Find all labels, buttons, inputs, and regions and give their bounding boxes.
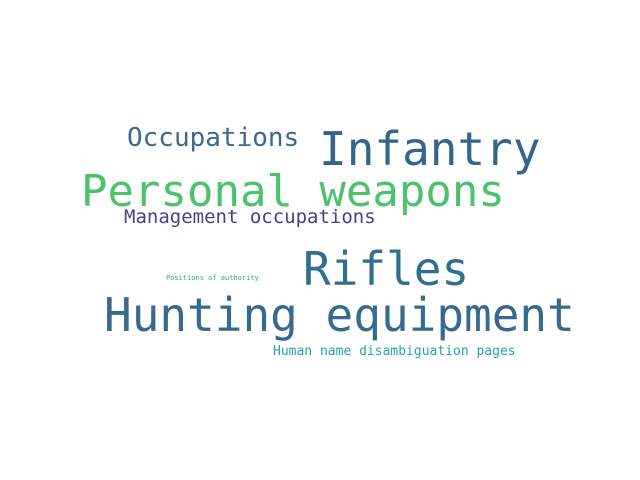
word-personal-weapons: Personal weapons bbox=[81, 166, 505, 217]
word-hunting-equipment: Hunting equipment bbox=[104, 288, 575, 342]
word-infantry: Infantry bbox=[319, 122, 541, 176]
word-positions-of-authority: Positions of authority bbox=[166, 274, 259, 282]
word-human-name-disambiguation-pages: Human name disambiguation pages bbox=[273, 344, 516, 359]
word-occupations: Occupations bbox=[127, 123, 300, 153]
word-management-occupations: Management occupations bbox=[124, 206, 376, 228]
word-rifles: Rifles bbox=[303, 242, 470, 296]
